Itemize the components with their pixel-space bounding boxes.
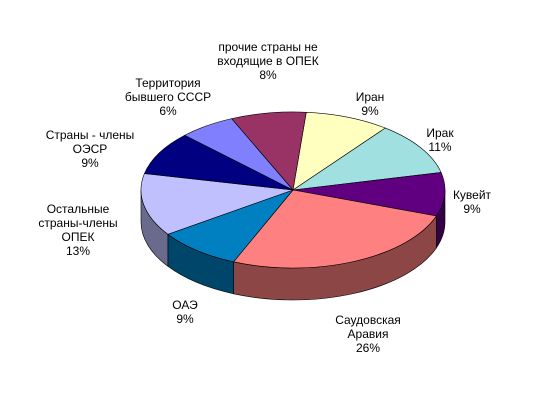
value-label: 8% (259, 68, 277, 82)
slice-label: Страны - члены ОЭСР 9% (38, 128, 143, 170)
slice-label: Территория бывшего СССР 6% (113, 76, 223, 118)
category-name: Кувейт (452, 188, 492, 202)
category-name: ОАЭ (172, 298, 198, 312)
value-label: 9% (81, 156, 99, 170)
slice (167, 189, 294, 263)
slice (292, 111, 386, 191)
value-label: 9% (361, 104, 379, 118)
value-label: 13% (65, 244, 91, 258)
slice (233, 189, 437, 269)
category-name: Остальные страны-члены ОПЕК (38, 202, 118, 244)
slice-label: Остальные страны-члены ОПЕК 13% (31, 202, 126, 258)
slice-label: Саудовская Аравия 26% (323, 313, 413, 355)
value-label: 9% (176, 312, 194, 326)
slice-label: ОАЭ 9% (155, 298, 215, 326)
value-label: 26% (355, 341, 381, 355)
value-label: 6% (159, 104, 177, 118)
category-name: Страны - члены ОЭСР (45, 128, 135, 156)
value-label: 11% (428, 140, 452, 154)
slice-label: Ирак 11% (410, 126, 470, 154)
category-name: Ирак (426, 126, 454, 140)
slice (140, 173, 294, 235)
slice-label: Иран 9% (340, 90, 400, 118)
slice (231, 111, 307, 191)
value-label: 9% (463, 202, 481, 216)
category-name: Иран (355, 90, 385, 104)
category-name: Территория бывшего СССР (124, 76, 212, 104)
slice (292, 127, 442, 191)
slice-label: прочие страны не входящие в ОПЕК 8% (211, 40, 326, 82)
category-name: Саудовская Аравия (335, 313, 401, 341)
category-name: прочие страны не входящие в ОПЕК (217, 40, 319, 68)
slice (292, 172, 446, 217)
slice (144, 134, 294, 191)
slice-label: Кувейт 9% (437, 188, 507, 216)
